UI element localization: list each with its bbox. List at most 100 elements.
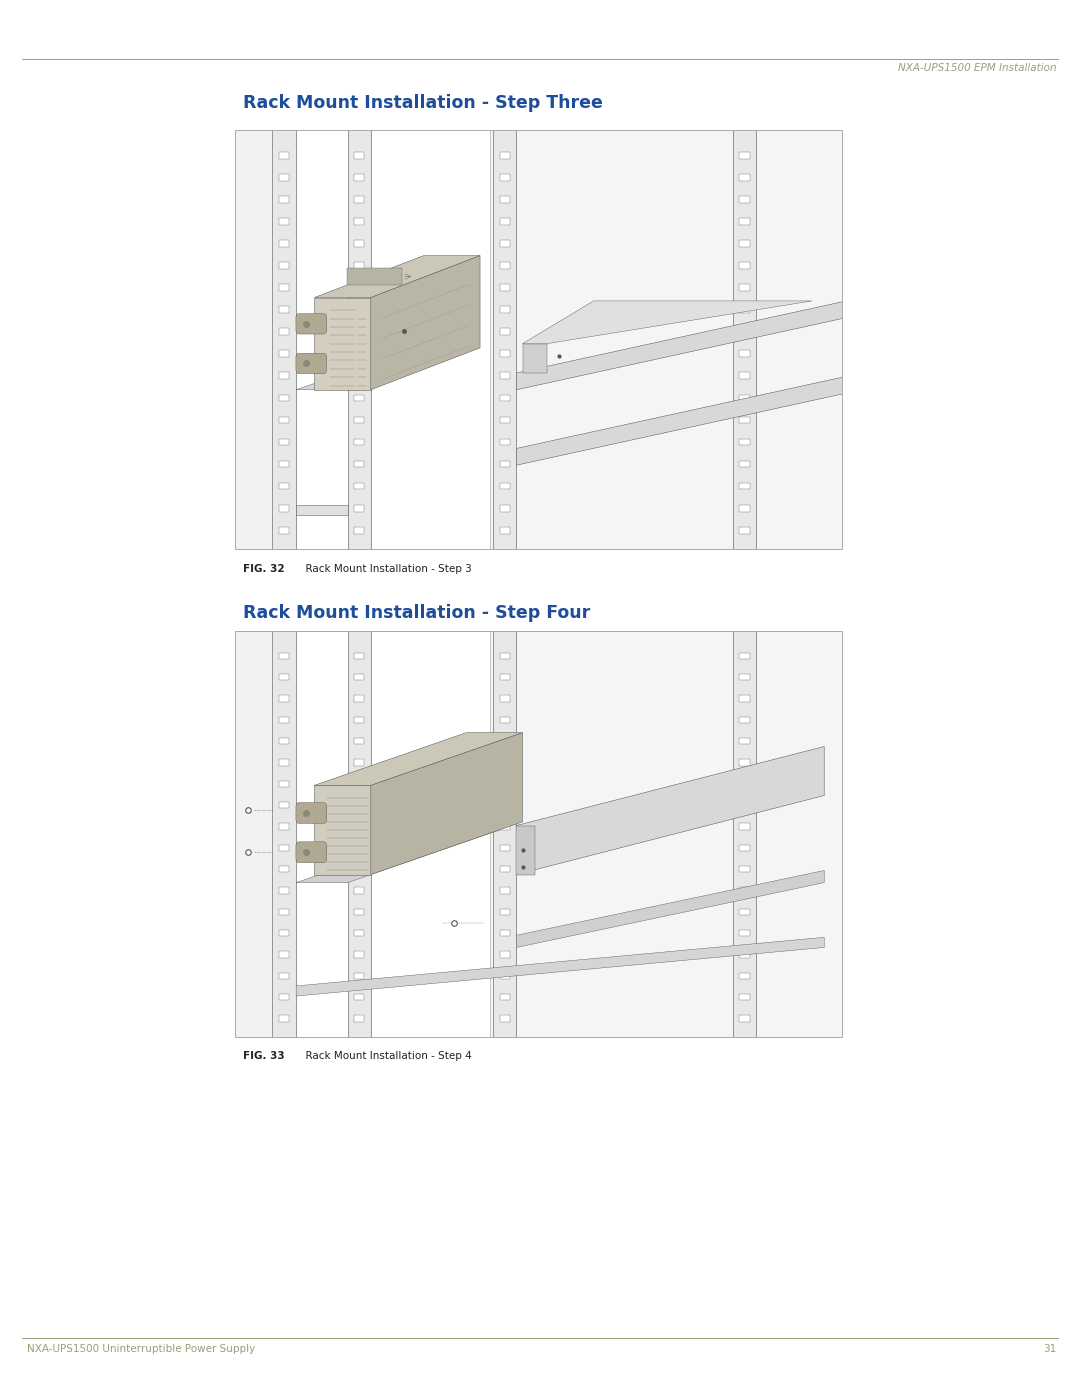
Bar xyxy=(740,1016,750,1021)
Text: Rack Mount Installation - Step Three: Rack Mount Installation - Step Three xyxy=(243,94,603,112)
Bar xyxy=(740,527,750,534)
FancyBboxPatch shape xyxy=(296,314,326,334)
Bar xyxy=(354,673,364,680)
Bar xyxy=(279,738,289,745)
Bar xyxy=(354,866,364,872)
Bar xyxy=(740,972,750,979)
Bar xyxy=(296,631,348,1037)
Bar xyxy=(500,328,510,335)
Bar xyxy=(354,152,364,159)
Bar xyxy=(500,439,510,446)
Bar xyxy=(740,175,750,180)
Bar xyxy=(740,416,750,423)
Bar xyxy=(279,284,289,291)
Bar xyxy=(740,483,750,489)
Bar xyxy=(740,760,750,766)
Bar xyxy=(354,696,364,701)
Text: Rack Mount Installation - Step 4: Rack Mount Installation - Step 4 xyxy=(299,1051,472,1060)
Bar xyxy=(500,394,510,401)
Bar xyxy=(740,263,750,268)
Bar xyxy=(740,908,750,915)
Bar xyxy=(740,306,750,313)
Bar xyxy=(235,631,842,1037)
Bar xyxy=(354,439,364,446)
Bar xyxy=(354,908,364,915)
Bar xyxy=(279,394,289,401)
Bar xyxy=(740,284,750,291)
Bar xyxy=(272,130,296,549)
Bar xyxy=(279,760,289,766)
Bar xyxy=(279,306,289,313)
Bar xyxy=(279,908,289,915)
Bar xyxy=(500,802,510,809)
Bar xyxy=(354,823,364,830)
Bar xyxy=(354,760,364,766)
Bar xyxy=(279,373,289,379)
Polygon shape xyxy=(314,256,480,298)
Bar xyxy=(500,887,510,894)
Polygon shape xyxy=(314,732,523,785)
Text: NXA-UPS1500 Uninterruptible Power Supply: NXA-UPS1500 Uninterruptible Power Supply xyxy=(27,1344,255,1354)
Bar xyxy=(516,826,535,875)
Bar xyxy=(740,951,750,958)
Bar xyxy=(354,738,364,745)
Bar xyxy=(500,284,510,291)
Bar xyxy=(279,263,289,268)
Bar xyxy=(348,631,370,1037)
Bar xyxy=(500,483,510,489)
Bar xyxy=(279,993,289,1000)
Bar xyxy=(354,504,364,511)
Bar xyxy=(279,823,289,830)
Bar xyxy=(347,268,402,285)
Bar xyxy=(296,130,348,549)
Bar xyxy=(500,845,510,851)
Bar xyxy=(740,394,750,401)
Bar xyxy=(500,1016,510,1021)
Bar xyxy=(354,394,364,401)
Bar xyxy=(354,218,364,225)
Text: NXA-UPS1500 EPM Installation: NXA-UPS1500 EPM Installation xyxy=(897,63,1056,73)
Bar xyxy=(272,631,296,1037)
Bar xyxy=(740,845,750,851)
Bar xyxy=(740,696,750,701)
Bar xyxy=(279,696,289,701)
Bar xyxy=(354,527,364,534)
Bar xyxy=(500,373,510,379)
Bar xyxy=(740,652,750,659)
Bar xyxy=(500,738,510,745)
Bar xyxy=(279,887,289,894)
Polygon shape xyxy=(516,302,842,390)
Bar xyxy=(500,196,510,203)
Bar xyxy=(279,218,289,225)
Bar xyxy=(740,887,750,894)
Bar xyxy=(500,760,510,766)
Bar xyxy=(235,130,842,549)
Bar xyxy=(279,527,289,534)
Bar xyxy=(279,504,289,511)
Text: 31: 31 xyxy=(1043,1344,1056,1354)
Polygon shape xyxy=(516,870,824,947)
Text: FIG. 32: FIG. 32 xyxy=(243,564,285,574)
Bar xyxy=(500,930,510,936)
Bar xyxy=(235,130,842,549)
Bar xyxy=(740,373,750,379)
Bar xyxy=(490,130,842,549)
Bar xyxy=(354,652,364,659)
Polygon shape xyxy=(516,377,842,465)
Bar xyxy=(370,130,490,549)
Bar xyxy=(354,263,364,268)
Bar xyxy=(740,738,750,745)
Bar xyxy=(740,196,750,203)
Bar xyxy=(279,416,289,423)
Bar xyxy=(354,930,364,936)
Bar xyxy=(279,652,289,659)
Bar xyxy=(500,240,510,247)
Bar xyxy=(500,673,510,680)
Bar xyxy=(235,631,842,1037)
Polygon shape xyxy=(370,256,480,390)
Bar xyxy=(279,845,289,851)
Bar xyxy=(279,781,289,787)
Bar xyxy=(354,306,364,313)
Polygon shape xyxy=(296,830,499,883)
Polygon shape xyxy=(523,300,812,344)
